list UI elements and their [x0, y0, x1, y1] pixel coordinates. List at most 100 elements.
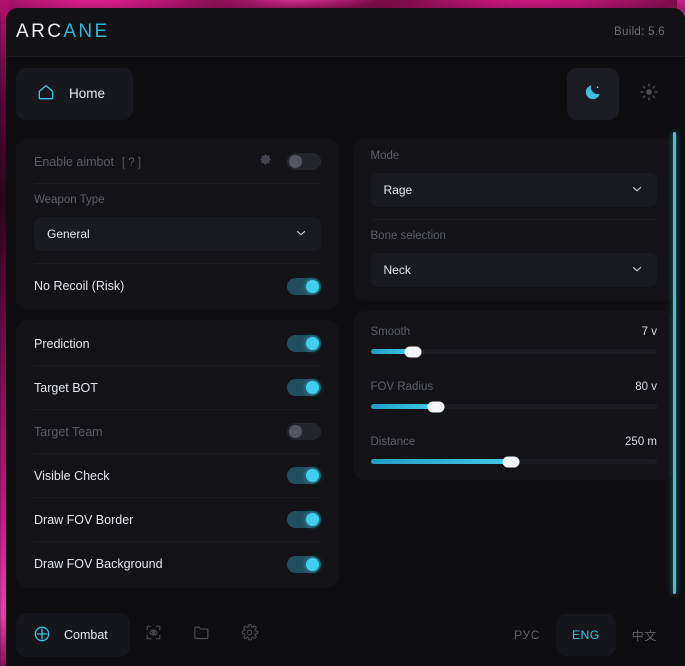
- chevron-down-icon: [294, 226, 308, 243]
- slider-block: Smooth 7 v: [370, 313, 658, 368]
- nav-tab-home-label: Home: [69, 86, 106, 101]
- slider-block: Distance 250 m: [370, 423, 658, 478]
- toggle-knob: [305, 469, 319, 482]
- language-button[interactable]: 中文: [616, 614, 673, 656]
- mode-label: Mode: [370, 150, 400, 162]
- slider-header: FOV Radius 80 v: [371, 381, 658, 393]
- toggle-row[interactable]: Prediction: [34, 322, 321, 366]
- slider-thumb[interactable]: [427, 401, 445, 412]
- nav-right-group: [567, 67, 675, 120]
- left-settings-panel: Enable aimbot [ ? ]: [16, 138, 339, 604]
- row-toggle[interactable]: [286, 379, 321, 396]
- app-window: ARCANE Build: 5.6 Home: [6, 8, 685, 666]
- slider-thumb[interactable]: [502, 456, 520, 467]
- toggle-row[interactable]: Target BOT: [34, 366, 321, 410]
- toggle-knob: [305, 381, 319, 394]
- slider-track[interactable]: [370, 456, 657, 467]
- enable-aimbot-hint[interactable]: [ ? ]: [121, 156, 142, 169]
- slider-label: Distance: [370, 436, 416, 448]
- bone-selection-label: Bone selection: [370, 230, 446, 242]
- logo-accent: ANE: [63, 21, 110, 42]
- enable-aimbot-label: Enable aimbot: [34, 154, 114, 169]
- weapon-type-select[interactable]: General: [34, 217, 321, 251]
- row-toggle[interactable]: [286, 555, 321, 573]
- weapon-type-value: General: [47, 227, 90, 241]
- targeting-card: Prediction Target BOT Target Team Visible C…: [16, 320, 339, 588]
- mode-select[interactable]: Rage: [370, 173, 657, 207]
- language-button[interactable]: ENG: [555, 614, 616, 656]
- aimbot-card: Enable aimbot [ ? ]: [16, 138, 339, 310]
- wallpaper-left-glow: [0, 0, 9, 666]
- bottom-tab-combat[interactable]: Combat: [16, 613, 130, 657]
- toggle-row[interactable]: Draw FOV Background: [34, 542, 321, 586]
- content-area: Enable aimbot [ ? ]: [6, 130, 685, 604]
- slider-fill: [370, 349, 414, 354]
- bottom-tab-visuals[interactable]: [130, 613, 178, 657]
- nav-tab-home[interactable]: Home: [16, 67, 134, 120]
- bottom-tab-settings[interactable]: [226, 613, 274, 657]
- bone-selection-select[interactable]: Neck: [370, 253, 657, 287]
- slider-label: FOV Radius: [370, 381, 434, 393]
- theme-light-button[interactable]: [623, 68, 675, 120]
- row-toggle[interactable]: [286, 511, 321, 528]
- slider-header: Smooth 7 v: [371, 326, 658, 338]
- no-recoil-toggle[interactable]: [286, 277, 321, 295]
- mode-field: Mode Rage: [370, 140, 657, 220]
- toggle-row-label: Draw FOV Background: [34, 557, 163, 571]
- row-no-recoil[interactable]: No Recoil (Risk): [34, 264, 321, 308]
- build-version-label: Build: 5.6: [614, 26, 665, 38]
- weapon-type-field: Weapon Type General: [34, 184, 321, 264]
- bottom-tab-combat-label: Combat: [64, 628, 108, 642]
- toggle-knob: [305, 337, 319, 350]
- slider-fill: [370, 459, 511, 464]
- toggle-row-label: Draw FOV Border: [34, 512, 134, 527]
- toggle-row[interactable]: Target Team: [34, 410, 321, 454]
- nav-bar: Home: [6, 57, 685, 130]
- toggle-row[interactable]: Draw FOV Border: [34, 498, 321, 542]
- toggle-row-label: Prediction: [34, 336, 90, 351]
- wallpaper-right-glow: [677, 0, 685, 16]
- nav-left-group: Home: [16, 67, 134, 120]
- mode-value: Rage: [383, 183, 413, 197]
- slider-label: Smooth: [370, 326, 411, 338]
- toggle-knob: [305, 279, 319, 293]
- bottom-tab-configs[interactable]: [178, 613, 226, 657]
- bottom-bar: Combat: [6, 604, 685, 666]
- language-button[interactable]: РУС: [498, 614, 556, 656]
- bottom-tabs: Combat: [16, 613, 274, 657]
- title-bar: ARCANE Build: 5.6: [6, 8, 685, 57]
- enable-aimbot-controls: [258, 152, 321, 172]
- slider-thumb[interactable]: [404, 346, 422, 357]
- visuals-eye-icon: [144, 623, 163, 647]
- toggle-knob: [288, 425, 302, 438]
- row-enable-aimbot[interactable]: Enable aimbot [ ? ]: [34, 140, 321, 184]
- chevron-down-icon: [630, 182, 644, 199]
- toggle-row-label: Target Team: [34, 424, 103, 439]
- sliders-card: Smooth 7 v FOV Radius 80 v Distance 250 m: [352, 311, 675, 480]
- row-toggle[interactable]: [286, 467, 321, 484]
- content-scrollbar[interactable]: [673, 132, 676, 594]
- slider-value: 80 v: [635, 381, 657, 393]
- toggle-row[interactable]: Visible Check: [34, 454, 321, 498]
- toggle-knob: [305, 513, 319, 526]
- slider-value: 7 v: [641, 326, 657, 338]
- right-settings-panel: Mode Rage Bone selection Neck: [352, 138, 675, 604]
- slider-header: Distance 250 m: [371, 436, 658, 448]
- house-icon: [36, 82, 56, 105]
- slider-value: 250 m: [625, 436, 657, 448]
- folder-icon: [192, 623, 211, 647]
- enable-aimbot-toggle[interactable]: [286, 153, 321, 170]
- bone-selection-field: Bone selection Neck: [370, 220, 657, 299]
- app-logo: ARCANE: [16, 21, 110, 43]
- slider-track[interactable]: [370, 401, 657, 412]
- moon-icon: [583, 82, 603, 105]
- gear-icon[interactable]: [258, 152, 273, 172]
- row-toggle[interactable]: [286, 335, 321, 352]
- bone-selection-value: Neck: [383, 263, 411, 277]
- no-recoil-label: No Recoil (Risk): [34, 279, 125, 293]
- enable-aimbot-label-group: Enable aimbot [ ? ]: [34, 155, 141, 169]
- slider-track[interactable]: [370, 346, 657, 357]
- crosshair-icon: [32, 624, 52, 647]
- theme-dark-button[interactable]: [567, 67, 619, 120]
- row-toggle[interactable]: [286, 423, 321, 440]
